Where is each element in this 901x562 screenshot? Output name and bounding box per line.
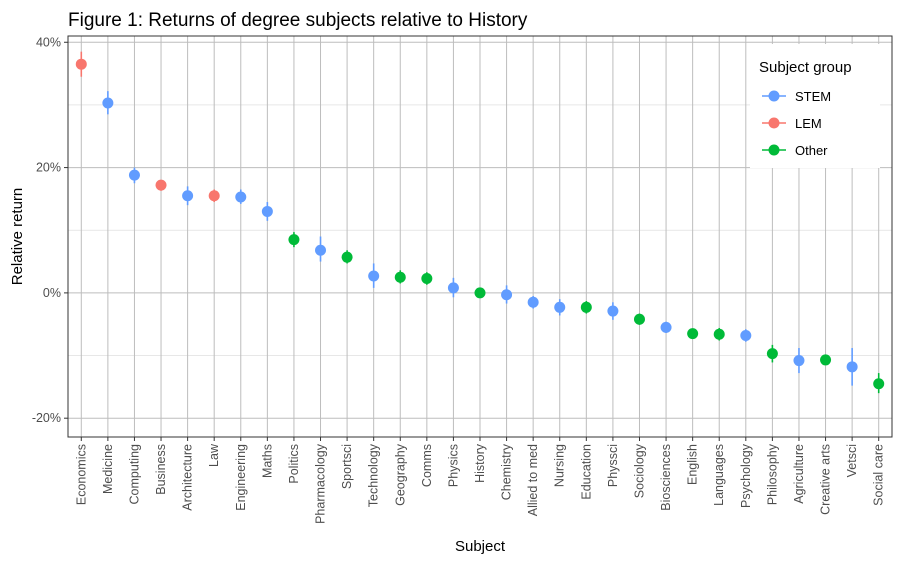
data-point xyxy=(128,169,140,181)
data-point xyxy=(447,282,459,294)
x-tick-label: English xyxy=(686,444,700,485)
data-point xyxy=(873,378,885,390)
data-point xyxy=(341,251,353,263)
data-point xyxy=(687,328,699,340)
data-point xyxy=(580,301,592,313)
data-point xyxy=(501,289,513,301)
legend-key-point xyxy=(768,117,780,129)
x-tick-label: Chemistry xyxy=(500,443,514,500)
data-point xyxy=(235,191,247,203)
legend-key-point xyxy=(768,90,780,102)
data-point xyxy=(846,361,858,373)
x-tick-label: Social care xyxy=(872,444,886,506)
x-tick-label: Nursing xyxy=(553,444,567,487)
x-tick-label: Architecture xyxy=(181,444,195,511)
legend: Subject group STEM LEM Other xyxy=(750,44,880,168)
data-point xyxy=(474,287,486,299)
y-axis-title: Relative return xyxy=(9,188,26,286)
data-point xyxy=(793,355,805,367)
x-tick-label: Physics xyxy=(446,444,460,487)
x-tick-label: Physsci xyxy=(606,444,620,487)
x-tick-label: Economics xyxy=(74,444,88,505)
data-point xyxy=(554,301,566,313)
y-tick-label: 0% xyxy=(43,286,61,300)
plot-grid xyxy=(68,36,892,437)
x-tick-label: Psychology xyxy=(739,443,753,508)
y-tick-label: 20% xyxy=(36,161,61,175)
x-tick-label: Allied to med xyxy=(526,444,540,516)
x-tick-label: Business xyxy=(154,444,168,495)
data-point xyxy=(421,272,433,284)
x-tick-label: Languages xyxy=(712,444,726,506)
x-tick-label: Maths xyxy=(260,444,274,478)
data-point xyxy=(288,234,300,246)
data-point xyxy=(740,329,752,341)
x-tick-label: Comms xyxy=(420,444,434,487)
x-tick-label: Biosciences xyxy=(659,444,673,511)
data-point xyxy=(713,328,725,340)
x-tick-label: Vetsci xyxy=(845,444,859,477)
x-axis: Economics Medicine Computing Business Archit… xyxy=(74,437,886,524)
y-tick-label: 40% xyxy=(36,35,61,49)
data-point xyxy=(368,270,380,282)
x-tick-label: Computing xyxy=(127,444,141,504)
x-tick-label: Education xyxy=(579,444,593,500)
data-point xyxy=(75,58,87,70)
data-point xyxy=(766,348,778,360)
x-tick-label: Agriculture xyxy=(792,444,806,504)
legend-entry-label: STEM xyxy=(795,89,831,104)
data-point xyxy=(315,244,327,256)
x-tick-label: Pharmacology xyxy=(314,443,328,524)
data-points xyxy=(75,51,885,394)
chart-title: Figure 1: Returns of degree subjects rel… xyxy=(68,10,528,31)
x-tick-label: History xyxy=(473,443,487,483)
x-tick-label: Medicine xyxy=(101,444,115,494)
x-tick-label: Politics xyxy=(287,444,301,484)
x-tick-label: Engineering xyxy=(234,444,248,511)
legend-key-point xyxy=(768,144,780,156)
data-point xyxy=(633,313,645,325)
data-point xyxy=(660,321,672,333)
data-point xyxy=(208,190,220,202)
x-tick-label: Philosophy xyxy=(765,443,779,505)
x-axis-title: Subject xyxy=(455,538,506,555)
legend-entry-label: LEM xyxy=(795,116,822,131)
data-point xyxy=(820,354,832,366)
y-tick-label: -20% xyxy=(32,411,61,425)
x-tick-label: Law xyxy=(207,443,221,467)
x-tick-label: Geography xyxy=(393,443,407,506)
data-point xyxy=(607,305,619,317)
data-point xyxy=(261,205,273,217)
x-tick-label: Technology xyxy=(367,443,381,507)
data-point xyxy=(182,190,194,202)
x-tick-label: Sportsci xyxy=(340,444,354,489)
data-point xyxy=(527,296,539,308)
y-axis: -20% 0% 20% 40% xyxy=(32,35,68,425)
data-point xyxy=(102,97,114,109)
x-tick-label: Creative arts xyxy=(819,444,833,515)
x-tick-label: Sociology xyxy=(632,443,646,498)
data-point xyxy=(155,179,167,191)
legend-entry-label: Other xyxy=(795,143,828,158)
data-point xyxy=(394,271,406,283)
legend-title: Subject group xyxy=(759,59,852,76)
